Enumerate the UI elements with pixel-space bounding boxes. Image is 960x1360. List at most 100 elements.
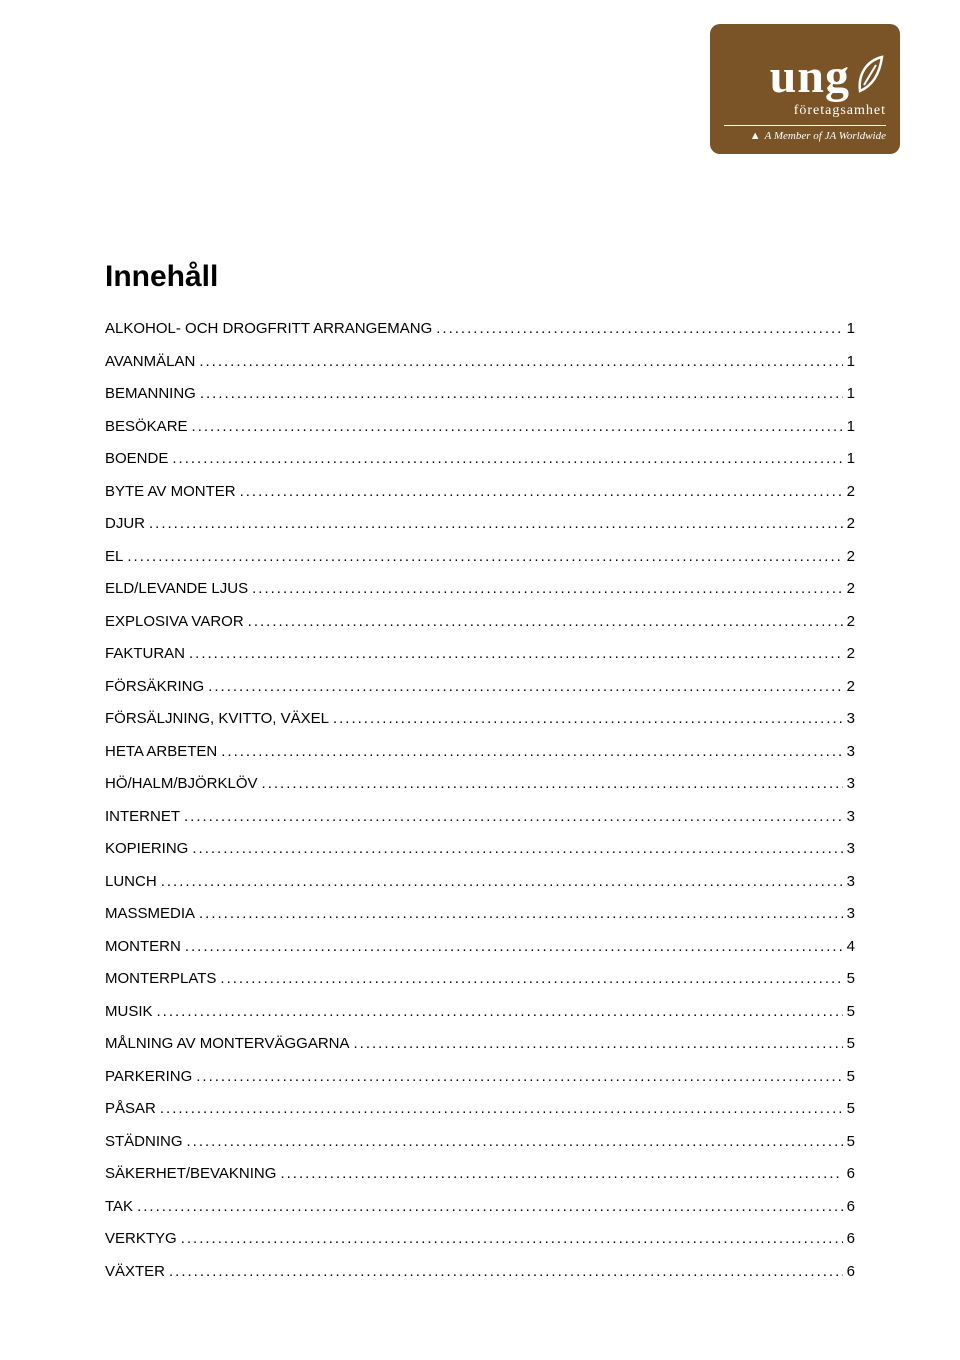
toc-entry-page: 2 <box>847 645 855 662</box>
toc-entry-page: 3 <box>847 873 855 890</box>
toc-entry-page: 6 <box>847 1165 855 1182</box>
toc-entry[interactable]: VERKTYG6 <box>105 1230 855 1247</box>
toc-entry-page: 5 <box>847 1100 855 1117</box>
toc-entry[interactable]: BEMANNING 1 <box>105 385 855 402</box>
toc-entry[interactable]: BOENDE1 <box>105 450 855 467</box>
toc-entry-page: 2 <box>847 515 855 532</box>
toc-entry-label: FÖRSÄKRING <box>105 678 204 695</box>
toc-entry-page: 2 <box>847 678 855 695</box>
toc-entry[interactable]: EXPLOSIVA VAROR 2 <box>105 613 855 630</box>
toc-entry-page: 6 <box>847 1198 855 1215</box>
toc-entry-page: 1 <box>847 450 855 467</box>
toc-entry-label: KOPIERING <box>105 840 188 857</box>
toc-entry-label: ELD/LEVANDE LJUS <box>105 580 248 597</box>
toc-entry-page: 2 <box>847 580 855 597</box>
toc-entry[interactable]: PARKERING5 <box>105 1068 855 1085</box>
page-title: Innehåll <box>105 260 855 294</box>
toc-leader-dots <box>192 840 842 857</box>
toc-entry[interactable]: FÖRSÄLJNING, KVITTO, VÄXEL 3 <box>105 710 855 727</box>
toc-entry[interactable]: AVANMÄLAN 1 <box>105 353 855 370</box>
toc-entry-label: AVANMÄLAN <box>105 353 195 370</box>
toc-entry[interactable]: FAKTURAN2 <box>105 645 855 662</box>
toc-leader-dots <box>354 1035 843 1052</box>
toc-entry[interactable]: FÖRSÄKRING 2 <box>105 678 855 695</box>
toc-entry[interactable]: HÖ/HALM/BJÖRKLÖV3 <box>105 775 855 792</box>
toc-entry-page: 3 <box>847 775 855 792</box>
toc-entry-label: TAK <box>105 1198 133 1215</box>
toc-entry[interactable]: MASSMEDIA 3 <box>105 905 855 922</box>
toc-entry[interactable]: STÄDNING5 <box>105 1133 855 1150</box>
toc-entry[interactable]: ALKOHOL- OCH DROGFRITT ARRANGEMANG1 <box>105 320 855 337</box>
toc-leader-dots <box>196 1068 842 1085</box>
toc-leader-dots <box>172 450 842 467</box>
toc-entry-page: 3 <box>847 840 855 857</box>
toc-entry-page: 2 <box>847 613 855 630</box>
toc-entry[interactable]: MUSIK5 <box>105 1003 855 1020</box>
toc-leader-dots <box>280 1165 842 1182</box>
toc-entry-page: 1 <box>847 385 855 402</box>
toc-leader-dots <box>157 1003 843 1020</box>
triangle-icon: ▲ <box>750 130 761 142</box>
toc-leader-dots <box>127 548 842 565</box>
brand-logo: ung företagsamhet ▲ A Member of JA Worldw… <box>710 24 900 154</box>
toc-leader-dots <box>221 743 842 760</box>
toc-entry-label: BYTE AV MONTER <box>105 483 236 500</box>
toc-entry-label: FÖRSÄLJNING, KVITTO, VÄXEL <box>105 710 329 727</box>
toc-entry[interactable]: BESÖKARE 1 <box>105 418 855 435</box>
toc-entry[interactable]: SÄKERHET/BEVAKNING6 <box>105 1165 855 1182</box>
toc-leader-dots <box>185 938 843 955</box>
toc-leader-dots <box>149 515 843 532</box>
toc-leader-dots <box>187 1133 843 1150</box>
toc-entry-label: MONTERN <box>105 938 181 955</box>
toc-entry-page: 6 <box>847 1230 855 1247</box>
toc-entry-page: 3 <box>847 905 855 922</box>
toc-entry-label: MASSMEDIA <box>105 905 195 922</box>
toc-entry[interactable]: MONTERN4 <box>105 938 855 955</box>
toc-entry[interactable]: TAK 6 <box>105 1198 855 1215</box>
toc-leader-dots <box>333 710 843 727</box>
toc-entry-label: MONTERPLATS <box>105 970 216 987</box>
toc-entry[interactable]: MÅLNING AV MONTERVÄGGARNA5 <box>105 1035 855 1052</box>
document-page: ung företagsamhet ▲ A Member of JA Worldw… <box>0 0 960 1360</box>
toc-entry[interactable]: PÅSAR 5 <box>105 1100 855 1117</box>
content-area: Innehåll ALKOHOL- OCH DROGFRITT ARRANGEM… <box>105 260 855 1280</box>
toc-leader-dots <box>262 775 843 792</box>
toc-leader-dots <box>161 873 843 890</box>
toc-entry-label: STÄDNING <box>105 1133 183 1150</box>
toc-entry[interactable]: LUNCH3 <box>105 873 855 890</box>
toc-entry-page: 1 <box>847 418 855 435</box>
toc-entry-page: 3 <box>847 710 855 727</box>
logo-main-row: ung <box>724 53 886 101</box>
toc-leader-dots <box>208 678 842 695</box>
toc-entry-label: VÄXTER <box>105 1263 165 1280</box>
logo-subtitle: företagsamhet <box>724 103 886 119</box>
toc-entry[interactable]: DJUR2 <box>105 515 855 532</box>
toc-entry-label: PARKERING <box>105 1068 192 1085</box>
toc-entry-label: EXPLOSIVA VAROR <box>105 613 244 630</box>
toc-entry[interactable]: MONTERPLATS5 <box>105 970 855 987</box>
logo-wordmark: ung <box>770 53 850 101</box>
toc-entry-label: BEMANNING <box>105 385 196 402</box>
toc-entry[interactable]: ELD/LEVANDE LJUS 2 <box>105 580 855 597</box>
toc-entry-label: EL <box>105 548 123 565</box>
leaf-icon <box>856 55 886 100</box>
toc-entry-page: 3 <box>847 808 855 825</box>
toc-entry[interactable]: INTERNET3 <box>105 808 855 825</box>
toc-leader-dots <box>160 1100 843 1117</box>
logo-divider <box>724 125 886 126</box>
toc-entry[interactable]: VÄXTER6 <box>105 1263 855 1280</box>
toc-leader-dots <box>189 645 843 662</box>
toc-entry-page: 3 <box>847 743 855 760</box>
toc-entry-label: PÅSAR <box>105 1100 156 1117</box>
toc-entry-page: 1 <box>847 353 855 370</box>
logo-member-text: A Member of JA Worldwide <box>765 130 886 142</box>
toc-leader-dots <box>137 1198 843 1215</box>
toc-entry[interactable]: EL2 <box>105 548 855 565</box>
toc-entry[interactable]: HETA ARBETEN3 <box>105 743 855 760</box>
toc-entry[interactable]: KOPIERING 3 <box>105 840 855 857</box>
toc-entry[interactable]: BYTE AV MONTER2 <box>105 483 855 500</box>
toc-leader-dots <box>200 385 843 402</box>
toc-leader-dots <box>199 353 842 370</box>
toc-leader-dots <box>199 905 843 922</box>
toc-entry-label: BESÖKARE <box>105 418 188 435</box>
